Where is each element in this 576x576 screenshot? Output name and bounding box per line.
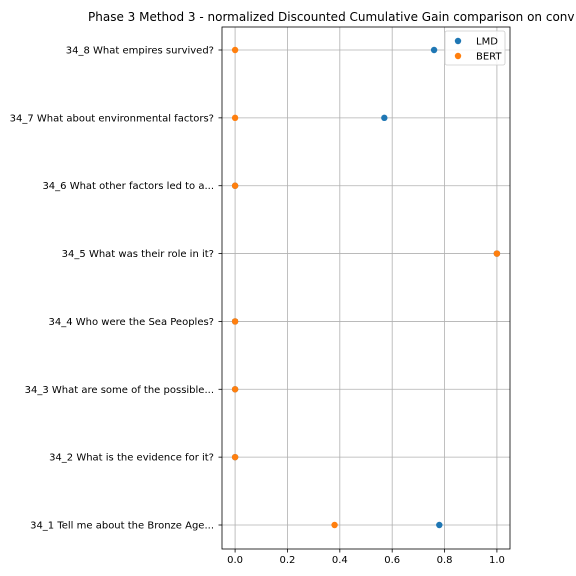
y-tick-label: 34_6 What other factors led to a... [42,181,214,192]
point-lmd [381,114,388,122]
x-tick-label: 0.6 [384,555,400,566]
point-lmd [430,46,438,54]
legend-label-bert: BERT [476,52,502,63]
x-tick-label: 1.0 [489,555,505,566]
y-axis: 34_1 Tell me about the Bronze Age... 34_2… [10,46,222,532]
legend-marker-lmd [454,37,462,45]
x-tick-label: 0.0 [227,555,243,566]
y-tick-label: 34_3 What are some of the possible... [25,385,214,396]
point-bert [231,182,239,189]
x-tick-label: 0.8 [437,555,453,566]
x-tick-label: 0.2 [280,555,296,566]
legend-label-lmd: LMD [476,37,498,48]
y-tick-label: 34_5 What was their role in it? [62,249,214,260]
x-axis: 0.0 0.2 0.4 0.6 0.8 1.0 [227,549,505,566]
grid [222,27,510,549]
point-lmd [436,521,443,529]
point-bert [231,453,239,461]
plot-frame [221,26,511,550]
legend: LMD BERT [444,30,506,66]
data-points [231,46,501,529]
y-tick-label: 34_1 Tell me about the Bronze Age... [30,521,214,532]
x-tick-label: 0.4 [332,555,348,566]
point-bert [231,318,239,325]
y-tick-label: 34_2 What is the evidence for it? [49,453,214,464]
point-bert [493,250,501,257]
y-tick-label: 34_4 Who were the Sea Peoples? [49,317,214,328]
point-bert [231,46,239,54]
y-tick-label: 34_8 What empires survived? [66,46,214,57]
point-bert [231,114,239,122]
point-bert [231,386,239,393]
point-bert [331,521,338,529]
legend-marker-bert [454,52,462,60]
chart-title: Phase 3 Method 3 - normalized Discounted… [88,10,575,24]
y-tick-label: 34_7 What about environmental factors? [10,113,214,124]
